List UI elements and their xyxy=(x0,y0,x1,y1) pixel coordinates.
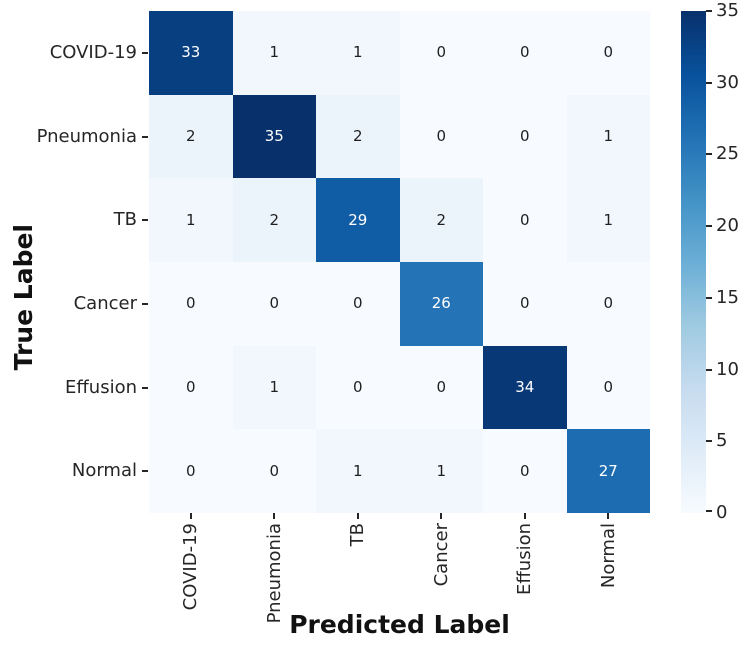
heatmap-cell: 27 xyxy=(566,429,650,513)
colorbar-tick-label: 20 xyxy=(716,215,739,237)
colorbar-tick-mark xyxy=(706,368,712,371)
y-tick-label: TB xyxy=(113,209,137,231)
x-tick-label: Effusion xyxy=(512,523,538,595)
colorbar-tick-label: 0 xyxy=(716,502,728,523)
heatmap-cell: 26 xyxy=(399,261,483,346)
colorbar-tick-mark xyxy=(706,225,712,228)
heatmap-cell: 0 xyxy=(149,261,233,346)
x-tick-label-text: COVID-19 xyxy=(180,523,202,611)
heatmap-cell: 0 xyxy=(483,94,567,179)
x-tick-mark xyxy=(523,513,526,519)
heatmap-cell: 0 xyxy=(232,261,316,346)
heatmap-grid: 33 1 1 0 0 0 2 35 2 0 0 1 1 2 29 2 0 1 0 0 0 26 0 0 0 1 0 0 34 0 0 0 1 1 0… xyxy=(149,11,650,513)
heatmap-cell: 1 xyxy=(566,94,650,179)
y-tick-mark xyxy=(142,135,148,138)
colorbar-tick-label: 35 xyxy=(716,0,739,21)
x-tick-label: COVID-19 xyxy=(178,523,204,610)
colorbar-tick-label: 5 xyxy=(716,430,728,452)
heatmap-cell: 2 xyxy=(149,94,233,179)
x-tick-label-text: Effusion xyxy=(514,523,536,595)
x-tick-mark xyxy=(607,513,610,519)
heatmap-cell: 0 xyxy=(483,429,567,513)
heatmap-cell: 0 xyxy=(483,11,567,95)
x-tick-mark xyxy=(356,513,359,519)
heatmap-cell: 0 xyxy=(399,94,483,179)
x-tick-label: Normal xyxy=(595,523,621,588)
heatmap-cell: 35 xyxy=(232,94,316,179)
heatmap-cell: 1 xyxy=(399,429,483,513)
colorbar-tick-label: 10 xyxy=(716,358,739,380)
heatmap-cell: 1 xyxy=(566,178,650,262)
y-tick-label: Cancer xyxy=(73,292,137,314)
heatmap-cell: 1 xyxy=(232,345,316,430)
y-tick-mark xyxy=(142,386,148,389)
heatmap-cell: 0 xyxy=(316,261,400,346)
heatmap-cell: 0 xyxy=(399,345,483,430)
heatmap-cell: 0 xyxy=(149,345,233,430)
x-tick-label-text: Cancer xyxy=(430,523,452,587)
heatmap-cell: 0 xyxy=(483,261,567,346)
x-axis-title: Predicted Label xyxy=(289,610,510,639)
colorbar-tick-mark xyxy=(706,81,712,84)
x-tick-mark xyxy=(273,513,276,519)
colorbar-tick-mark xyxy=(706,153,712,156)
heatmap-cell: 0 xyxy=(149,429,233,513)
colorbar-tick-mark xyxy=(706,440,712,443)
x-tick-label-text: Normal xyxy=(597,523,619,589)
heatmap-cell: 0 xyxy=(316,345,400,430)
y-tick-label: Pneumonia xyxy=(36,125,137,147)
x-tick-mark xyxy=(189,513,192,519)
heatmap-cell: 1 xyxy=(232,11,316,95)
heatmap-cell: 2 xyxy=(316,94,400,179)
heatmap-cell: 1 xyxy=(149,178,233,262)
x-tick-label: TB xyxy=(345,523,371,546)
heatmap-cell: 1 xyxy=(316,429,400,513)
heatmap-cell: 2 xyxy=(232,178,316,262)
x-tick-label: Pneumonia xyxy=(261,523,287,623)
colorbar-tick-label: 25 xyxy=(716,143,739,165)
heatmap-cell: 0 xyxy=(483,178,567,262)
y-tick-mark xyxy=(142,219,148,222)
y-tick-label: Effusion xyxy=(65,376,137,398)
x-tick-label-text: Pneumonia xyxy=(263,523,285,624)
heatmap-cell: 2 xyxy=(399,178,483,262)
colorbar-tick-mark xyxy=(706,10,712,12)
heatmap-cell: 0 xyxy=(399,11,483,95)
heatmap-cell: 0 xyxy=(566,345,650,430)
heatmap-cell: 0 xyxy=(566,11,650,95)
colorbar-gradient xyxy=(681,11,706,513)
x-tick-label: Cancer xyxy=(428,523,454,586)
heatmap-cell: 29 xyxy=(316,178,400,262)
y-tick-label: Normal xyxy=(71,460,137,482)
y-tick-mark xyxy=(142,470,148,473)
colorbar-tick-mark xyxy=(706,296,712,299)
heatmap-cell: 0 xyxy=(232,429,316,513)
x-tick-label-text: TB xyxy=(347,523,369,547)
colorbar-tick-label: 15 xyxy=(716,286,739,308)
heatmap-cell: 33 xyxy=(149,11,233,95)
heatmap-cell: 0 xyxy=(566,261,650,346)
y-tick-mark xyxy=(142,302,148,305)
y-tick-label: COVID-19 xyxy=(49,41,137,63)
heatmap-cell: 1 xyxy=(316,11,400,95)
colorbar-tick-label: 30 xyxy=(716,71,739,93)
colorbar-tick-mark xyxy=(706,510,712,512)
heatmap-cell: 34 xyxy=(483,345,567,430)
x-tick-mark xyxy=(440,513,443,519)
y-tick-mark xyxy=(142,51,148,54)
